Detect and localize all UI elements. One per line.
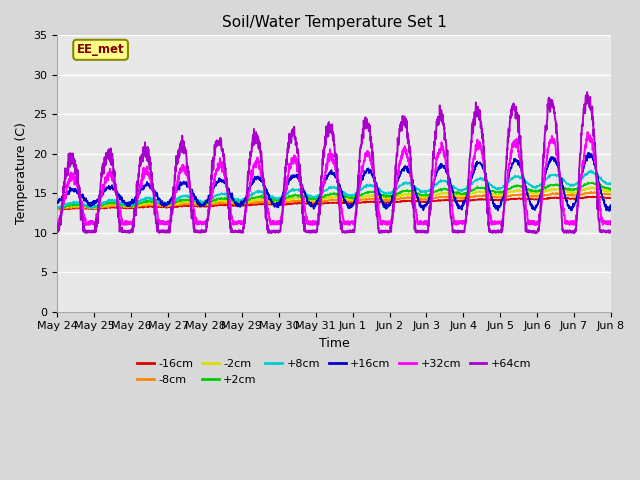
Legend: -16cm, -8cm, -2cm, +2cm, +8cm, +16cm, +32cm, +64cm: -16cm, -8cm, -2cm, +2cm, +8cm, +16cm, +3…	[132, 355, 536, 389]
Title: Soil/Water Temperature Set 1: Soil/Water Temperature Set 1	[221, 15, 447, 30]
X-axis label: Time: Time	[319, 337, 349, 350]
Text: EE_met: EE_met	[77, 43, 124, 56]
Y-axis label: Temperature (C): Temperature (C)	[15, 122, 28, 225]
